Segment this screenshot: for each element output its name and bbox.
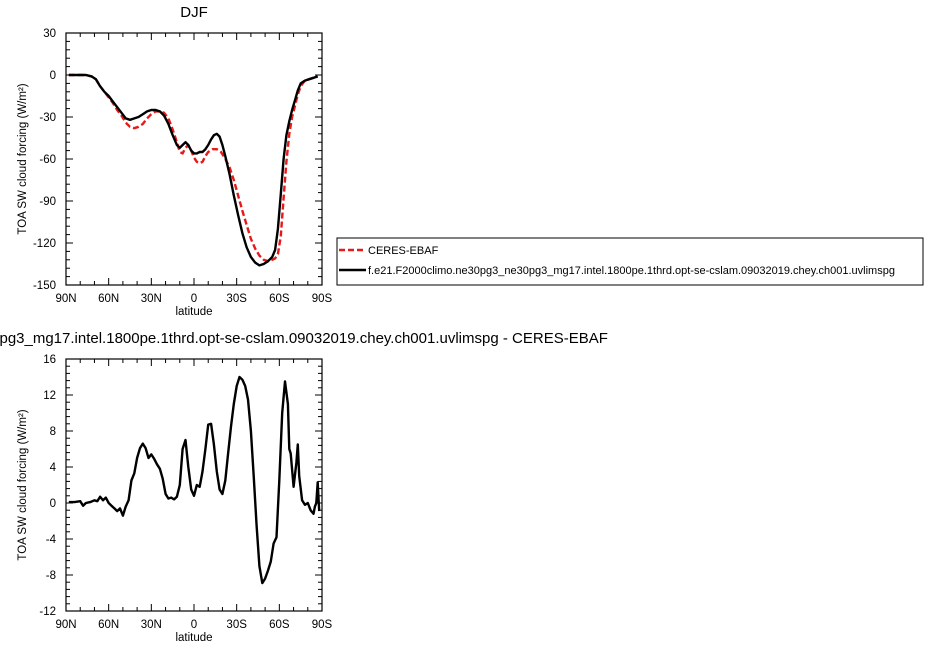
x-tick-label: 90N bbox=[55, 619, 76, 631]
plot-frame bbox=[65, 358, 323, 612]
x-tick-label: 30N bbox=[141, 293, 162, 305]
y-axis-label: TOA SW cloud forcing (W/m²) bbox=[17, 83, 29, 234]
x-tick-label: 0 bbox=[191, 293, 197, 305]
x-tick-label: 30S bbox=[226, 619, 247, 631]
x-tick-label: 90S bbox=[312, 619, 333, 631]
y-tick-label: -4 bbox=[46, 534, 57, 546]
y-tick-label: 30 bbox=[43, 28, 56, 40]
y-axis-label: TOA SW cloud forcing (W/m²) bbox=[17, 409, 29, 560]
x-axis-label: latitude bbox=[175, 306, 212, 318]
y-tick-label: -30 bbox=[39, 112, 56, 124]
x-tick-label: 0 bbox=[191, 619, 197, 631]
x-tick-label: 60N bbox=[98, 293, 119, 305]
x-tick-label: 30S bbox=[226, 293, 247, 305]
x-tick-label: 60N bbox=[98, 619, 119, 631]
plot-frame bbox=[65, 32, 323, 286]
y-tick-label: 16 bbox=[43, 354, 56, 366]
series-line-2 bbox=[68, 73, 319, 267]
x-tick-label: 90N bbox=[55, 293, 76, 305]
series-line-1 bbox=[68, 73, 319, 263]
x-tick-label: 90S bbox=[312, 293, 333, 305]
x-tick-label: 60S bbox=[269, 293, 290, 305]
x-tick-label: 30N bbox=[141, 619, 162, 631]
legend-label-model: f.e21.F2000climo.ne30pg3_ne30pg3_mg17.in… bbox=[368, 265, 895, 277]
y-tick-label: -120 bbox=[33, 238, 56, 250]
y-tick-label: 4 bbox=[50, 462, 57, 474]
legend-label-ceres: CERES-EBAF bbox=[368, 245, 439, 257]
chart-title: f.e21.F2000climo.ne30pg3_ne30pg3_mg17.in… bbox=[0, 330, 608, 347]
y-tick-label: -12 bbox=[39, 606, 56, 618]
y-tick-label: -60 bbox=[39, 154, 56, 166]
y-tick-label: -150 bbox=[33, 280, 56, 292]
y-tick-label: 8 bbox=[50, 426, 56, 438]
x-tick-label: 60S bbox=[269, 619, 290, 631]
y-tick-label: 0 bbox=[50, 498, 56, 510]
y-tick-label: 0 bbox=[50, 70, 56, 82]
y-tick-label: -8 bbox=[46, 570, 56, 582]
panel-bottom: f.e21.F2000climo.ne30pg3_ne30pg3_mg17.in… bbox=[0, 330, 608, 644]
y-tick-label: -90 bbox=[39, 196, 56, 208]
legend: CERES-EBAF f.e21.F2000climo.ne30pg3_ne30… bbox=[336, 237, 924, 286]
chart-title: DJF bbox=[180, 4, 208, 21]
series-line-1 bbox=[68, 375, 321, 585]
y-tick-label: 12 bbox=[43, 390, 56, 402]
x-axis-label: latitude bbox=[175, 632, 212, 644]
